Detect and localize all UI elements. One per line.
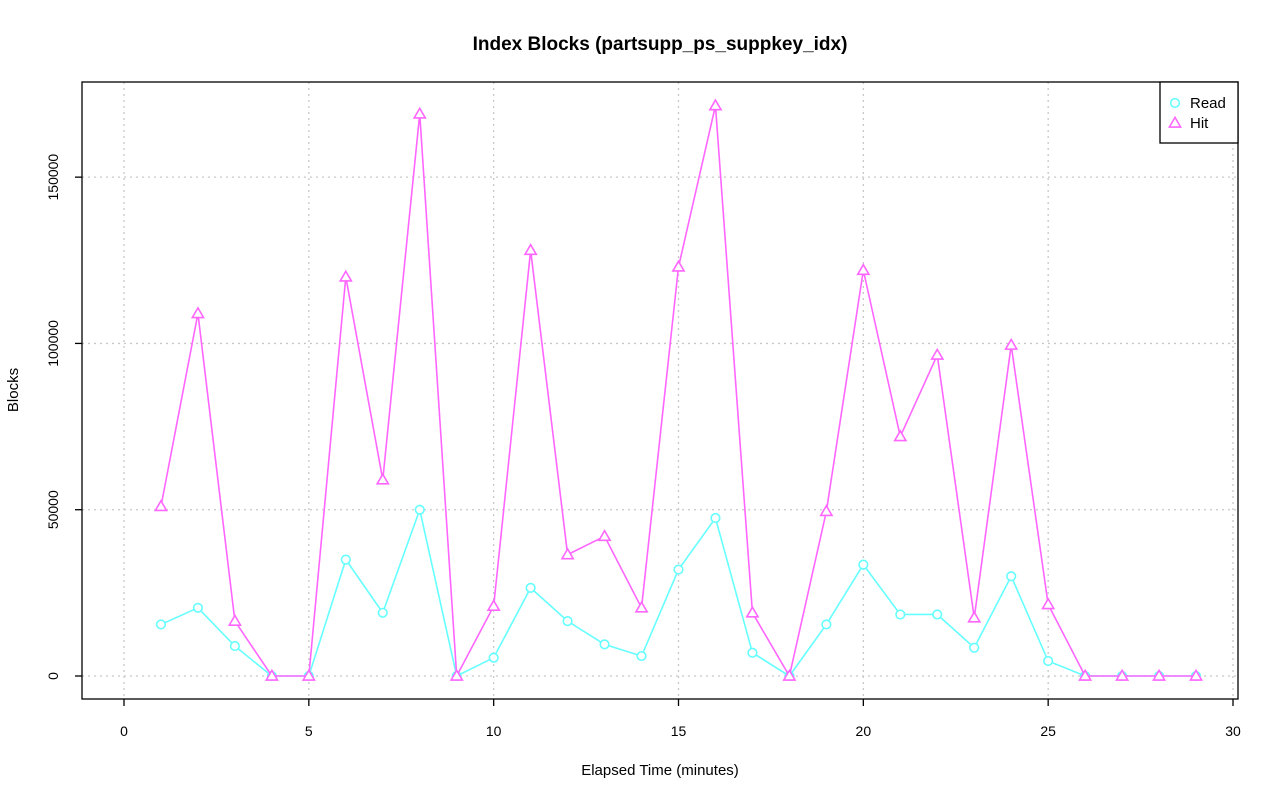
data-point	[1078, 668, 1093, 681]
x-axis: 0 5 10 15 20 25 30	[120, 699, 1241, 739]
data-point	[190, 306, 205, 319]
data-point	[856, 263, 871, 276]
data-point	[636, 650, 647, 662]
x-tick-label: 25	[1040, 723, 1056, 739]
y-axis: 0 50000 100000 150000	[45, 154, 82, 680]
data-point	[932, 609, 943, 620]
data-point	[412, 106, 427, 119]
data-point	[819, 504, 834, 517]
data-point	[264, 668, 279, 681]
data-point	[747, 647, 758, 658]
data-point	[708, 98, 723, 111]
data-point	[560, 547, 575, 560]
data-point	[634, 600, 649, 613]
y-tick-label: 0	[45, 672, 61, 680]
data-point	[449, 668, 464, 681]
grid	[82, 82, 1238, 699]
data-point	[227, 613, 242, 626]
y-tick-label: 150000	[45, 154, 61, 201]
data-point	[967, 610, 982, 623]
data-point	[821, 619, 832, 630]
data-point	[930, 347, 945, 360]
data-point	[599, 639, 610, 650]
data-point	[1006, 571, 1017, 582]
data-point	[745, 605, 760, 618]
y-axis-label: Blocks	[5, 368, 22, 412]
series-hit	[153, 98, 1204, 681]
data-point	[1115, 668, 1130, 681]
x-tick-label: 15	[671, 723, 687, 739]
y-tick-label: 100000	[45, 320, 61, 367]
data-point	[1189, 668, 1204, 681]
data-point	[1152, 668, 1167, 681]
x-tick-label: 5	[305, 723, 313, 739]
data-point	[377, 607, 388, 618]
data-point	[229, 640, 240, 652]
data-point	[340, 554, 351, 565]
series-layer	[153, 98, 1204, 682]
data-point	[488, 652, 499, 663]
data-point	[153, 499, 168, 512]
x-axis-label: Elapsed Time (minutes)	[581, 762, 739, 779]
legend-marker	[1169, 97, 1181, 109]
data-point	[597, 529, 612, 542]
data-point	[710, 512, 721, 524]
data-point	[338, 269, 353, 282]
data-point	[414, 504, 425, 515]
data-point	[301, 668, 316, 681]
data-point	[969, 642, 980, 653]
legend-label: Read	[1190, 95, 1226, 112]
data-point	[673, 564, 684, 575]
data-point	[523, 243, 538, 256]
data-point	[192, 602, 204, 613]
data-point	[155, 619, 167, 630]
data-point	[895, 609, 906, 620]
y-tick-label: 50000	[45, 490, 61, 529]
data-point	[486, 598, 501, 611]
x-tick-label: 30	[1225, 723, 1241, 739]
data-point	[562, 616, 573, 627]
chart-title: Index Blocks (partsupp_ps_suppkey_idx)	[473, 34, 848, 55]
legend-marker	[1168, 115, 1182, 128]
data-point	[1043, 655, 1054, 667]
legend-label: Hit	[1190, 115, 1209, 132]
data-point	[893, 429, 908, 442]
x-tick-label: 20	[856, 723, 872, 739]
x-tick-label: 0	[120, 723, 128, 739]
data-point	[858, 559, 869, 570]
legend: Read Hit	[1159, 81, 1239, 144]
data-point	[782, 668, 797, 681]
data-point	[1004, 337, 1019, 350]
plot-frame	[81, 81, 1239, 700]
data-point	[1041, 597, 1056, 610]
data-point	[525, 582, 536, 593]
legend-box	[1159, 81, 1239, 144]
data-point	[375, 472, 390, 485]
data-point	[671, 259, 686, 272]
x-tick-label: 10	[486, 723, 502, 739]
